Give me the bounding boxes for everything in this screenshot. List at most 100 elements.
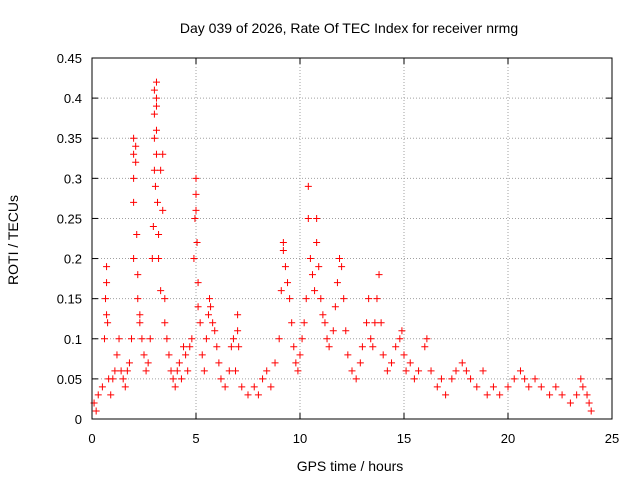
data-point — [132, 158, 140, 166]
x-tick-label: 5 — [192, 431, 199, 446]
data-point — [448, 375, 456, 383]
data-point — [566, 399, 574, 407]
data-point — [271, 359, 279, 367]
data-point — [202, 335, 210, 343]
data-point — [577, 375, 585, 383]
data-point — [150, 110, 158, 118]
data-point — [234, 311, 242, 319]
data-point — [123, 367, 131, 375]
data-point — [336, 255, 344, 263]
data-point — [496, 391, 504, 399]
y-tick-label: 0.2 — [64, 252, 82, 267]
data-point — [304, 214, 312, 222]
data-point — [121, 383, 129, 391]
data-point — [234, 327, 242, 335]
data-point — [311, 287, 319, 295]
data-point — [175, 359, 183, 367]
data-point — [92, 407, 100, 415]
data-point — [379, 351, 387, 359]
data-point — [321, 319, 329, 327]
data-point — [194, 279, 202, 287]
data-point — [358, 343, 366, 351]
data-point — [191, 214, 199, 222]
data-point — [546, 391, 554, 399]
data-point — [192, 190, 200, 198]
data-point — [329, 327, 337, 335]
y-tick-label: 0.15 — [57, 292, 82, 307]
data-point — [352, 375, 360, 383]
x-tick-label: 10 — [293, 431, 307, 446]
data-point — [130, 198, 138, 206]
data-point — [104, 319, 112, 327]
data-point — [458, 359, 466, 367]
data-point — [215, 359, 223, 367]
data-point — [128, 335, 136, 343]
data-point — [132, 142, 140, 150]
data-point — [169, 375, 177, 383]
data-point — [161, 319, 169, 327]
y-tick-label: 0.05 — [57, 372, 82, 387]
data-point — [182, 351, 190, 359]
data-point — [433, 383, 441, 391]
data-point — [313, 214, 321, 222]
data-point — [375, 271, 383, 279]
data-point — [180, 343, 188, 351]
data-point — [442, 391, 450, 399]
data-point — [152, 102, 160, 110]
data-point — [452, 367, 460, 375]
data-point — [103, 263, 111, 271]
x-axis-label: GPS time / hours — [297, 458, 404, 474]
data-point — [94, 391, 102, 399]
data-point — [152, 150, 160, 158]
chart-title: Day 039 of 2026, Rate Of TEC Index for r… — [180, 20, 518, 36]
data-point — [200, 367, 208, 375]
data-point — [331, 303, 339, 311]
data-point — [383, 367, 391, 375]
data-point — [279, 239, 287, 247]
data-point — [103, 279, 111, 287]
data-point — [149, 222, 157, 230]
data-point — [109, 375, 117, 383]
data-point — [537, 383, 545, 391]
data-point — [369, 343, 377, 351]
data-point — [340, 295, 348, 303]
data-point — [302, 295, 310, 303]
data-point — [415, 367, 423, 375]
data-point — [159, 206, 167, 214]
data-point — [155, 230, 163, 238]
data-point — [342, 327, 350, 335]
data-point — [531, 375, 539, 383]
data-point — [188, 335, 196, 343]
data-point — [281, 263, 289, 271]
data-point — [130, 255, 138, 263]
x-tick-label: 0 — [88, 431, 95, 446]
data-point — [367, 335, 375, 343]
data-point — [467, 375, 475, 383]
plot-frame — [91, 57, 613, 420]
data-point — [196, 319, 204, 327]
data-point — [152, 126, 160, 134]
data-point — [193, 239, 201, 247]
data-point — [152, 94, 160, 102]
data-point — [521, 375, 529, 383]
data-point — [587, 407, 595, 415]
data-point — [138, 335, 146, 343]
y-tick-label: 0.25 — [57, 211, 82, 226]
data-point — [333, 279, 341, 287]
data-point — [483, 391, 491, 399]
data-point — [348, 367, 356, 375]
data-point — [284, 279, 292, 287]
data-point — [173, 367, 181, 375]
data-point — [579, 383, 587, 391]
data-point — [421, 343, 429, 351]
data-point — [365, 295, 373, 303]
data-point — [125, 359, 133, 367]
data-point — [489, 383, 497, 391]
data-point — [98, 383, 106, 391]
data-point — [227, 343, 235, 351]
data-point — [142, 367, 150, 375]
data-point — [558, 391, 566, 399]
data-point — [177, 375, 185, 383]
